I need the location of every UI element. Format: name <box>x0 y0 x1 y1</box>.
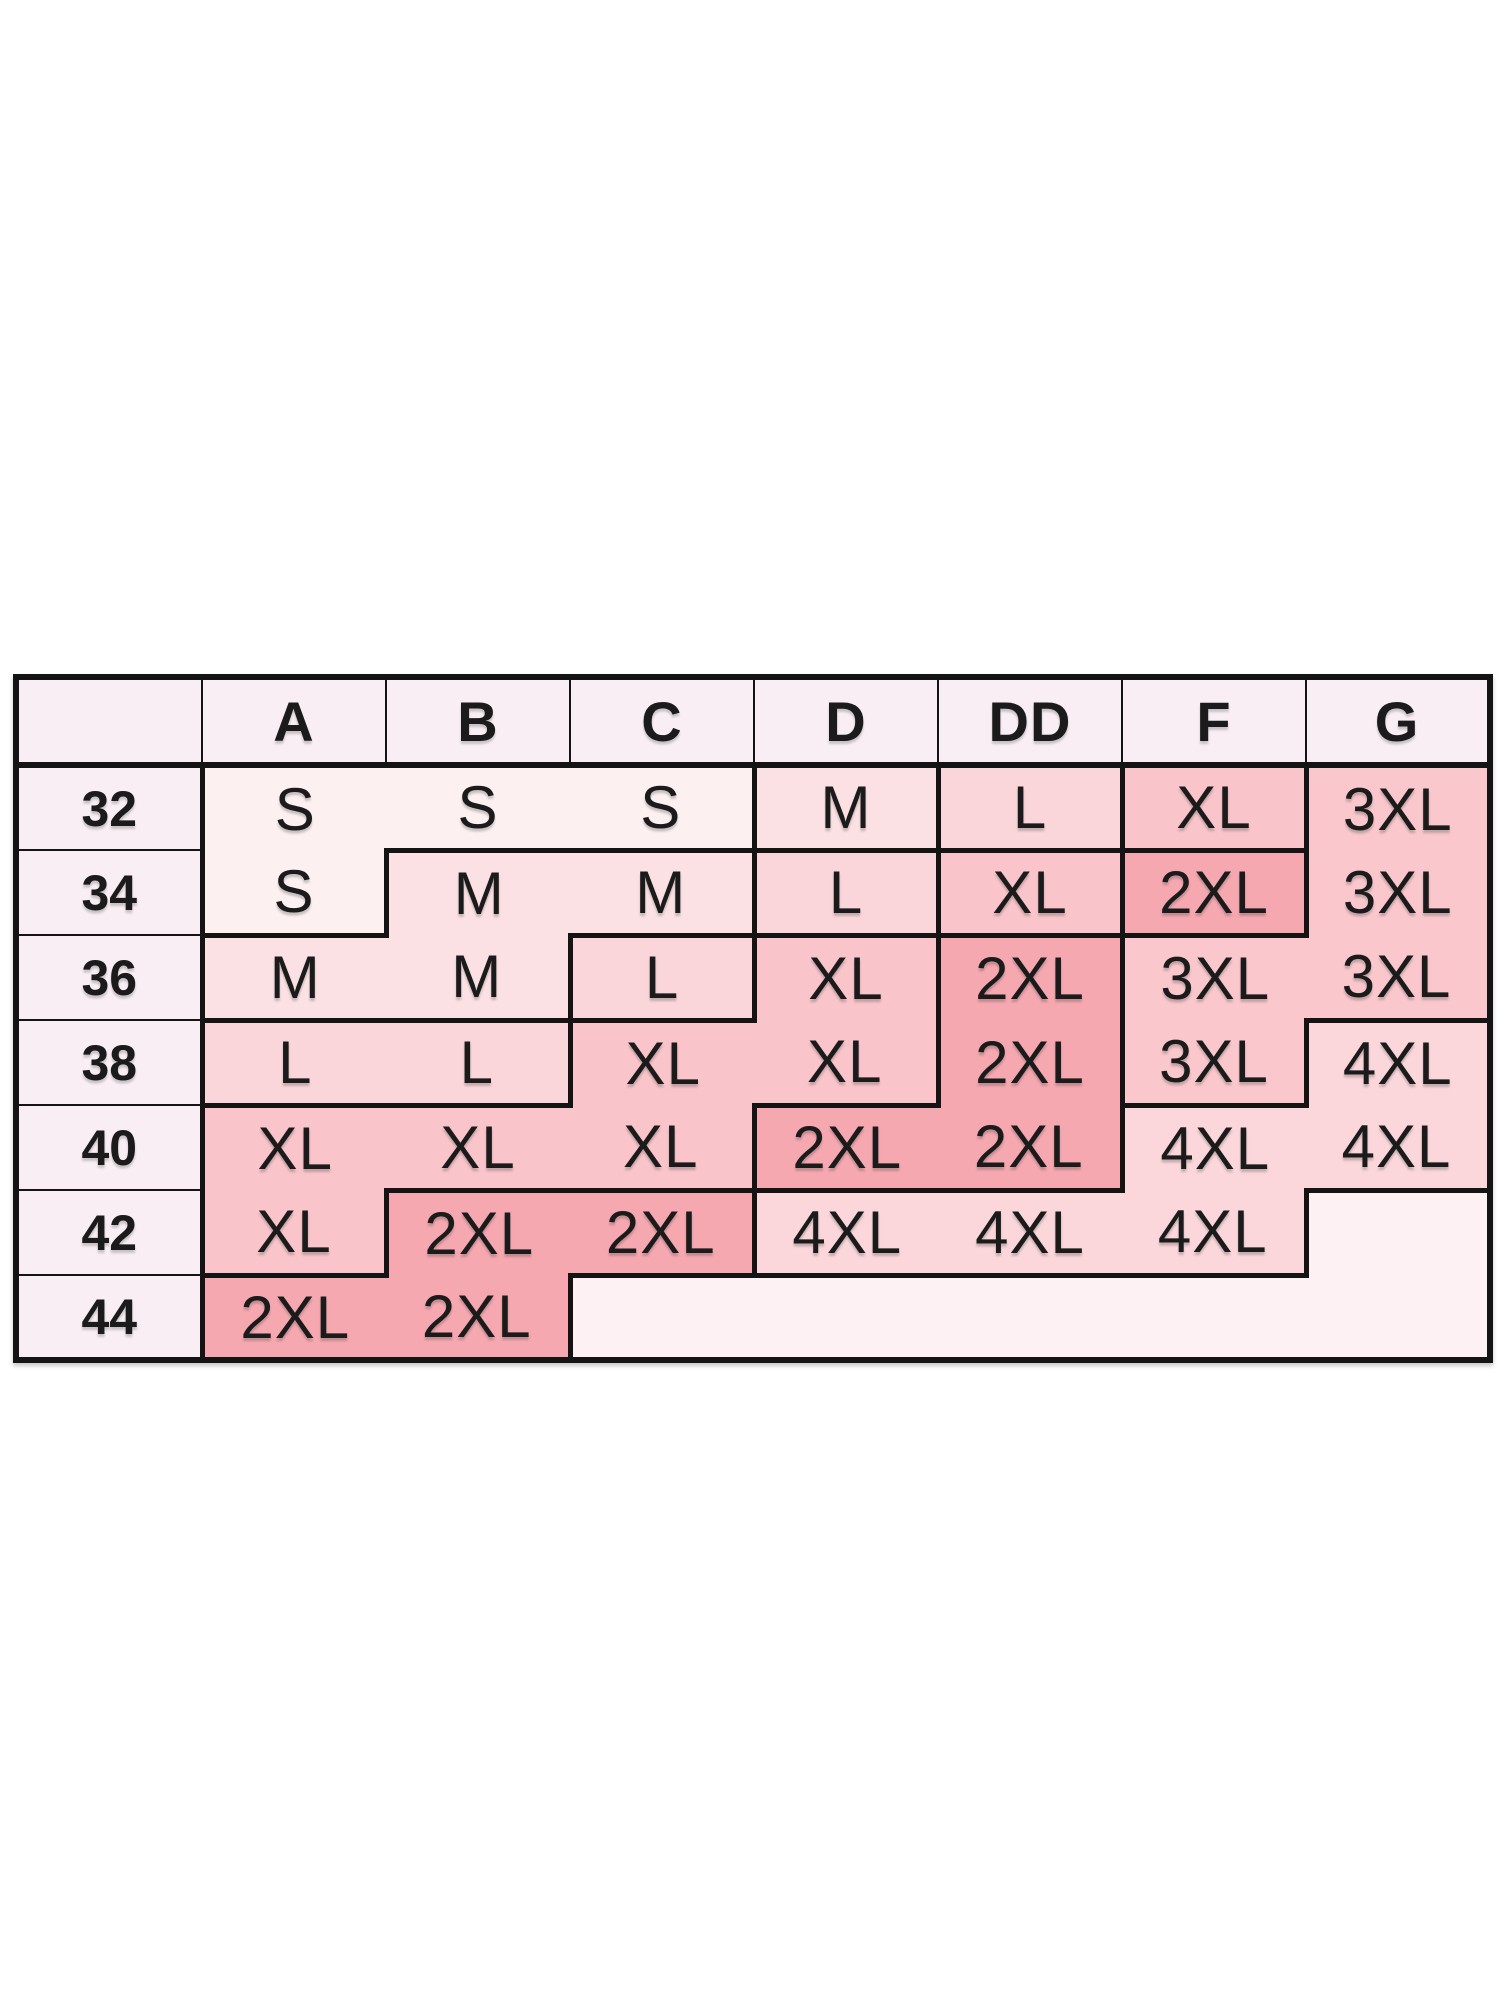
row-label-38: 38 <box>16 1020 205 1106</box>
size-cell: 4XL <box>1306 1105 1490 1193</box>
size-cell: M <box>386 850 570 935</box>
size-cell: 2XL <box>386 1275 573 1360</box>
size-cell: S <box>386 765 570 853</box>
size-cell: 2XL <box>938 1020 1125 1105</box>
size-cell: S <box>202 765 386 850</box>
table-row-36: 36 M M L XL 2XL 3XL 3XL <box>16 935 1490 1023</box>
row-label-40: 40 <box>16 1105 205 1191</box>
row-label-42: 42 <box>16 1190 205 1276</box>
table-row-32: 32 S S S M L XL 3XL <box>16 765 1490 853</box>
size-cell: 2XL <box>386 1190 570 1275</box>
size-chart: A B C D DD F G 32 S S S M L XL 3XL 34 S M M L XL 2XL 3XL 36 M M L… <box>13 674 1493 1363</box>
size-cell: M <box>570 850 757 938</box>
size-cell: L <box>938 765 1125 853</box>
table-row-42: 42 XL 2XL 2XL 4XL 4XL 4XL <box>16 1190 1490 1278</box>
table-row-38: 38 L L XL XL 2XL 3XL 4XL <box>16 1020 1490 1108</box>
size-cell: 2XL <box>938 935 1125 1020</box>
size-cell: S <box>202 850 389 938</box>
row-label-36: 36 <box>16 935 205 1021</box>
size-cell: 4XL <box>1306 1020 1490 1105</box>
size-chart-body: 32 S S S M L XL 3XL 34 S M M L XL 2XL 3XL 36 M M L XL 2XL 3XL 3… <box>16 765 1490 1360</box>
empty-cell <box>1122 1275 1306 1360</box>
column-header-b: B <box>386 677 571 768</box>
size-cell: 3XL <box>1122 1020 1309 1108</box>
empty-cell <box>754 1275 938 1360</box>
size-cell: L <box>570 935 757 1023</box>
size-chart-table: A B C D DD F G 32 S S S M L XL 3XL 34 S M M L XL 2XL 3XL 36 M M L… <box>13 674 1493 1363</box>
size-cell: L <box>754 850 941 938</box>
size-cell: 4XL <box>938 1190 1122 1278</box>
column-header-f: F <box>1122 677 1307 768</box>
column-header-a: A <box>202 677 387 768</box>
size-cell: 2XL <box>570 1190 757 1278</box>
corner-cell <box>16 677 203 768</box>
size-cell: 3XL <box>1306 935 1490 1023</box>
size-cell: 2XL <box>938 1105 1125 1193</box>
size-cell: M <box>386 935 573 1023</box>
row-label-44: 44 <box>16 1275 205 1360</box>
size-cell: 2XL <box>754 1105 938 1193</box>
empty-cell <box>1306 1190 1490 1275</box>
size-cell: 2XL <box>1122 850 1309 938</box>
size-cell: 3XL <box>1122 935 1306 1020</box>
column-header-g: G <box>1306 677 1490 768</box>
table-row-40: 40 XL XL XL 2XL 2XL 4XL 4XL <box>16 1105 1490 1193</box>
table-row-34: 34 S M M L XL 2XL 3XL <box>16 850 1490 938</box>
size-cell: XL <box>754 1020 941 1108</box>
size-cell: 4XL <box>1122 1105 1306 1190</box>
size-chart-header: A B C D DD F G <box>16 677 1490 768</box>
row-label-34: 34 <box>16 850 205 936</box>
size-cell: XL <box>386 1105 570 1193</box>
table-row-44: 44 2XL 2XL <box>16 1275 1490 1360</box>
size-cell: M <box>202 935 386 1023</box>
size-cell: S <box>570 765 757 853</box>
column-header-c: C <box>570 677 755 768</box>
header-row: A B C D DD F G <box>16 677 1490 768</box>
size-cell: XL <box>202 1190 389 1278</box>
size-cell: XL <box>1122 765 1309 853</box>
empty-cell <box>1306 1275 1490 1360</box>
empty-cell <box>938 1275 1122 1360</box>
row-label-32: 32 <box>16 765 205 851</box>
size-cell: XL <box>202 1105 386 1190</box>
size-cell: 3XL <box>1306 765 1490 850</box>
size-cell: 3XL <box>1306 850 1490 935</box>
column-header-dd: DD <box>938 677 1123 768</box>
size-cell: 4XL <box>754 1190 938 1278</box>
size-cell: XL <box>570 1105 757 1193</box>
column-header-d: D <box>754 677 939 768</box>
size-cell: XL <box>570 1020 754 1105</box>
size-cell: XL <box>938 850 1125 938</box>
size-cell: 4XL <box>1122 1190 1309 1278</box>
size-cell: M <box>754 765 941 853</box>
size-cell: L <box>386 1020 573 1108</box>
size-cell: XL <box>754 935 941 1020</box>
size-cell: L <box>202 1020 386 1108</box>
empty-cell <box>570 1275 754 1360</box>
size-cell: 2XL <box>202 1275 386 1360</box>
